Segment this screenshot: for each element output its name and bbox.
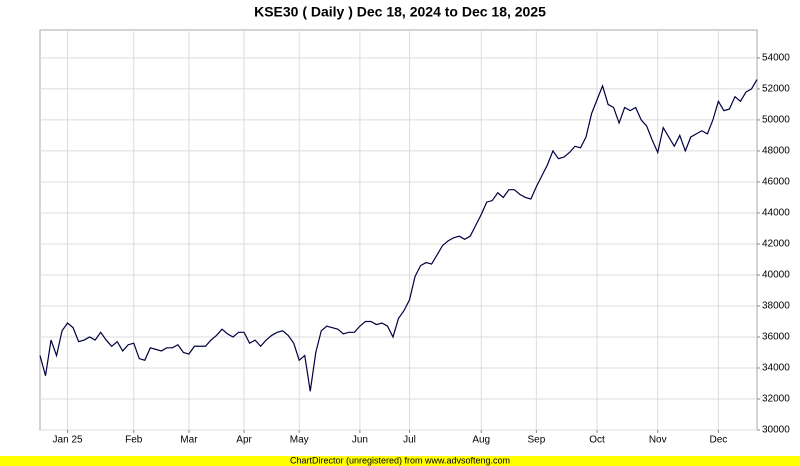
x-tick-label: Jan 25 <box>53 435 83 446</box>
x-tick-label: Jun <box>352 435 368 446</box>
x-tick-label: Apr <box>236 435 252 446</box>
y-tick-label: 48000 <box>762 146 790 157</box>
x-tick-label: Feb <box>125 435 143 446</box>
y-tick-label: 46000 <box>762 177 790 188</box>
x-tick-label: May <box>290 435 309 446</box>
x-tick-label: Sep <box>527 435 545 446</box>
y-tick-label: 34000 <box>762 363 790 374</box>
x-tick-label: Oct <box>589 435 605 446</box>
plot-area <box>39 29 758 431</box>
footer: ChartDirector (unregistered) from www.ad… <box>290 455 510 465</box>
y-tick-label: 40000 <box>762 270 790 281</box>
chart-title: KSE30 ( Daily ) Dec 18, 2024 to Dec 18, … <box>254 4 546 20</box>
price-line <box>39 79 758 392</box>
y-tick-label: 36000 <box>762 332 790 343</box>
y-tick-label: 32000 <box>762 394 790 405</box>
x-tick-label: Aug <box>472 435 490 446</box>
y-tick-label: 50000 <box>762 115 790 126</box>
y-tick-label: 52000 <box>762 84 790 95</box>
y-tick-label: 42000 <box>762 239 790 250</box>
footer-bar <box>0 456 800 466</box>
y-tick-label: 54000 <box>762 53 790 64</box>
x-tick-label: Dec <box>709 435 727 446</box>
x-tick-label: Nov <box>649 435 667 446</box>
x-tick-label: Mar <box>180 435 198 446</box>
y-tick-label: 30000 <box>762 425 790 436</box>
y-tick-label: 44000 <box>762 208 790 219</box>
y-tick-label: 38000 <box>762 301 790 312</box>
x-tick-label: Jul <box>403 435 416 446</box>
